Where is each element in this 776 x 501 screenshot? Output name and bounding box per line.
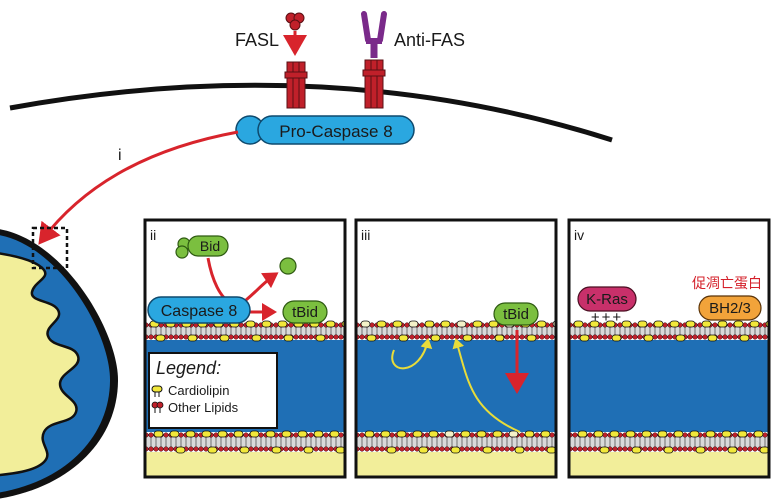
fasl-ligand bbox=[285, 12, 305, 31]
panel-iii bbox=[354, 218, 558, 479]
tbid-ii: tBid bbox=[282, 300, 328, 324]
panel-iv bbox=[567, 218, 771, 479]
caspase-8: Caspase 8 bbox=[147, 296, 251, 324]
fragment-arrow bbox=[245, 272, 279, 302]
mitochondrion bbox=[0, 229, 118, 499]
bh-protein: BH2/3 bbox=[698, 295, 762, 321]
pro-apoptotic-label: 促凋亡蛋白 bbox=[692, 276, 762, 292]
legend-cardiolipin-swatch bbox=[151, 385, 163, 397]
legend-title: Legend: bbox=[156, 358, 221, 378]
legend-other-lipids-label: Other Lipids bbox=[168, 400, 239, 415]
bid-fragment bbox=[279, 257, 297, 275]
kras-label: K-Ras bbox=[586, 291, 628, 308]
fas-receptor-right bbox=[362, 59, 386, 109]
tbid-iii: tBid bbox=[493, 302, 539, 326]
fasl-label: FASL bbox=[235, 30, 279, 50]
legend: Legend: Cardiolipin Other Lipids bbox=[148, 352, 278, 429]
panel-iv-label: iv bbox=[574, 227, 584, 243]
pro-caspase-8: Pro-Caspase 8 bbox=[235, 115, 415, 145]
tbid-iii-label: tBid bbox=[503, 306, 529, 323]
anti-fas-antibody bbox=[361, 11, 387, 58]
legend-cardiolipin-label: Cardiolipin bbox=[168, 383, 229, 398]
panel-ii bbox=[143, 218, 347, 479]
step-i-arrow bbox=[38, 130, 239, 245]
k-ras: K-Ras bbox=[577, 286, 637, 312]
panel-iii-label: iii bbox=[361, 227, 370, 243]
bh-label: BH2/3 bbox=[709, 300, 751, 317]
bid-protein: Bid bbox=[175, 235, 229, 259]
lipid-flip-arrow-2 bbox=[452, 338, 521, 433]
kras-charges: +++ bbox=[591, 309, 623, 326]
cell-membrane bbox=[9, 82, 613, 143]
pro-caspase-label: Pro-Caspase 8 bbox=[279, 122, 392, 141]
bid-label: Bid bbox=[200, 238, 220, 254]
lipid-flip-arrow-1 bbox=[391, 338, 433, 370]
zoom-box bbox=[31, 226, 69, 270]
fas-receptor-left bbox=[284, 61, 308, 109]
anti-fas-label: Anti-FAS bbox=[394, 30, 465, 50]
panel-ii-label: ii bbox=[150, 227, 156, 243]
step-i-label: i bbox=[118, 147, 122, 164]
legend-other-lipids-swatch bbox=[151, 401, 164, 413]
caspase8-label: Caspase 8 bbox=[161, 303, 238, 320]
tbid-ii-label: tBid bbox=[292, 304, 318, 321]
